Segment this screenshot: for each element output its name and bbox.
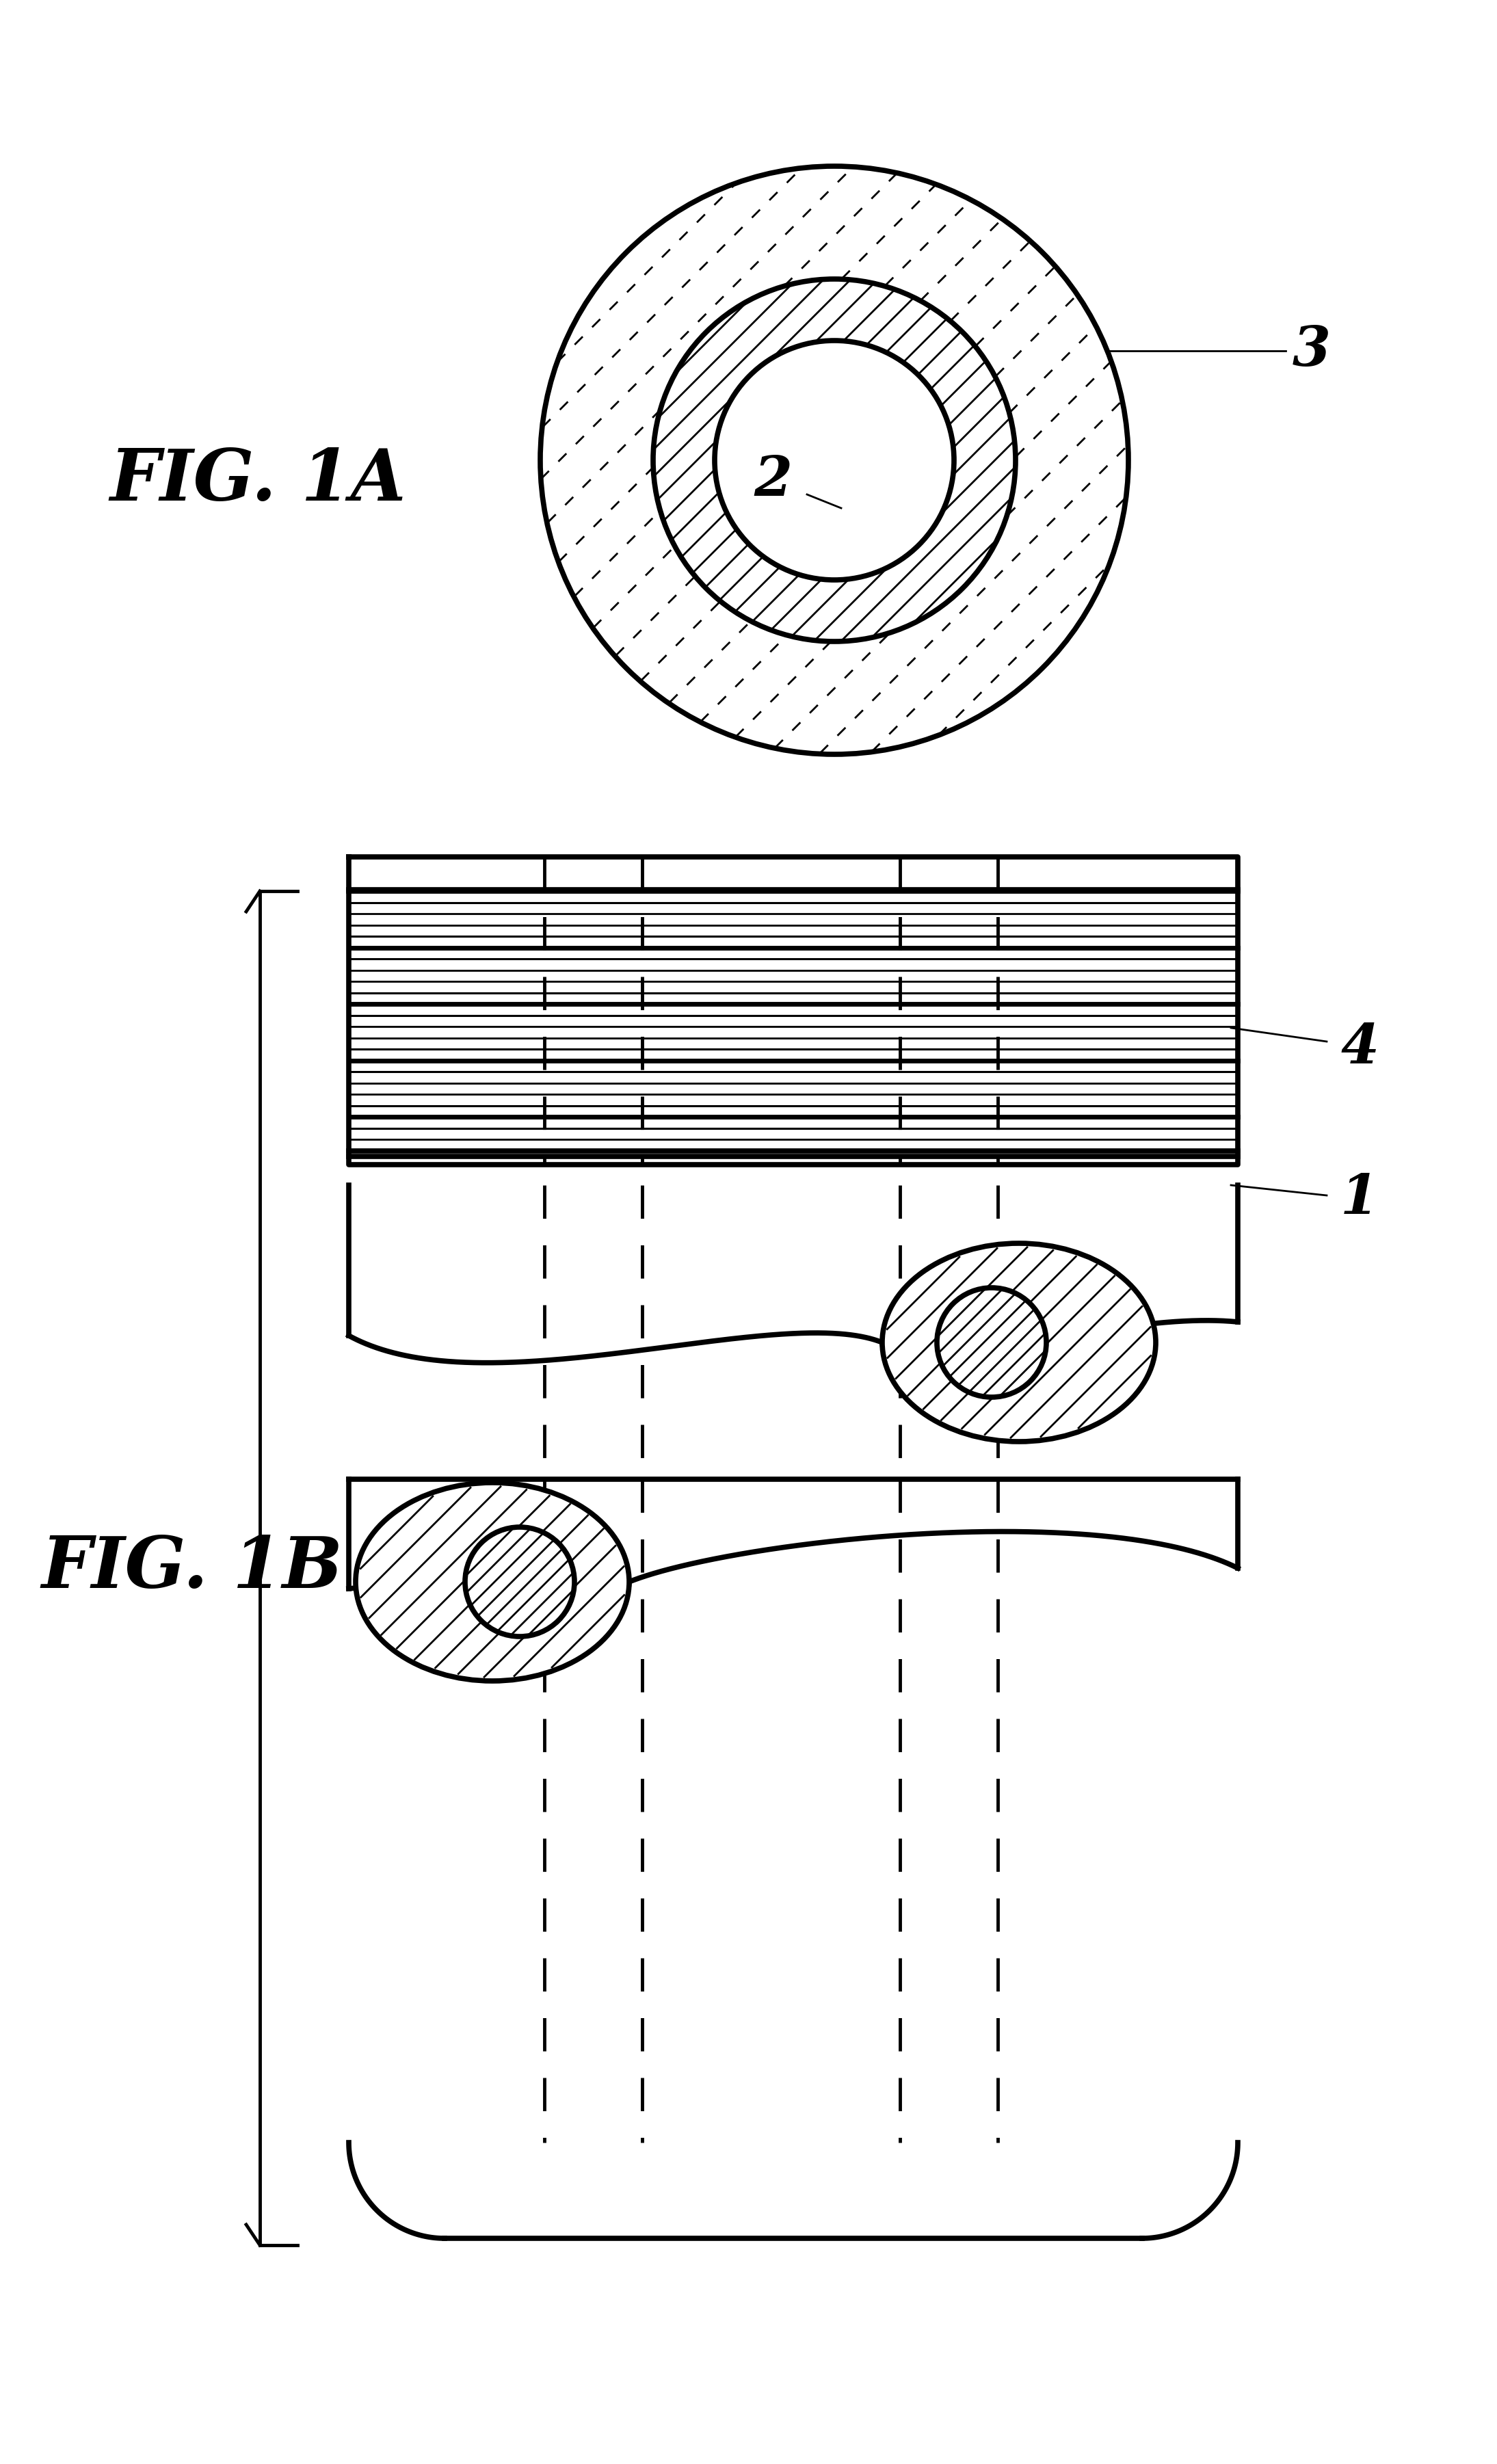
Text: 3: 3 — [1292, 325, 1331, 377]
Circle shape — [466, 1528, 575, 1636]
Ellipse shape — [882, 1244, 1156, 1441]
Text: 2: 2 — [753, 453, 792, 508]
Text: FIG. 1B: FIG. 1B — [40, 1533, 343, 1602]
Text: 1: 1 — [1340, 1173, 1379, 1225]
Circle shape — [714, 340, 954, 579]
Text: FIG. 1A: FIG. 1A — [109, 446, 406, 515]
Circle shape — [653, 278, 1015, 641]
Text: 4: 4 — [1340, 1023, 1379, 1074]
Ellipse shape — [356, 1483, 629, 1680]
Circle shape — [540, 165, 1129, 754]
Circle shape — [937, 1289, 1046, 1397]
